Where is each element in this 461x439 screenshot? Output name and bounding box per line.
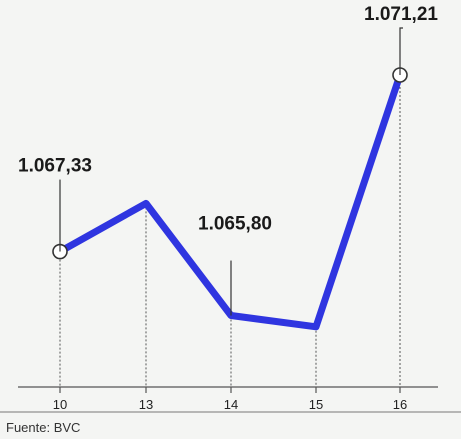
leader-line-16 — [399, 27, 403, 75]
source-note: Fuente: BVC — [6, 420, 80, 435]
value-label-16: 1.071,21 — [364, 4, 438, 25]
value-label-10: 1.067,33 — [18, 156, 92, 177]
series-layer — [56, 71, 404, 331]
series-line — [56, 71, 404, 331]
x-tick-label-16: 16 — [393, 397, 407, 412]
x-tick-label-15: 15 — [309, 397, 323, 412]
guide-lines — [59, 75, 401, 387]
value-labels: 1.067,33 1.065,80 1.071,21 — [18, 4, 438, 316]
value-label-14: 1.065,80 — [198, 214, 272, 235]
x-tick-label-14: 14 — [224, 397, 238, 412]
x-tick-label-10: 10 — [53, 397, 67, 412]
x-tick-label-13: 13 — [139, 397, 153, 412]
x-axis-ticks: 10 13 14 15 16 — [53, 387, 407, 412]
